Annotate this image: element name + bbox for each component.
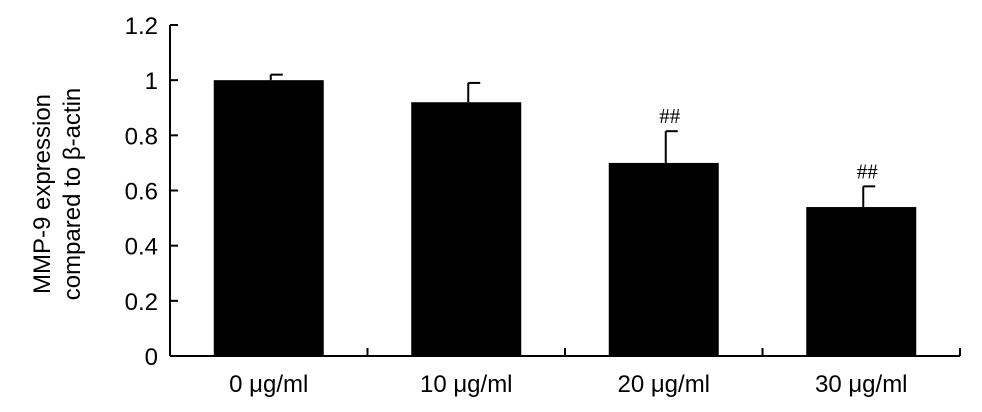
x-tick-label: 20 μg/ml	[617, 371, 710, 398]
y-tick-label: 0	[145, 344, 158, 371]
bars	[213, 80, 917, 357]
x-tick-label: 0 μg/ml	[229, 371, 308, 398]
significance-annotations: ## ##	[659, 104, 878, 183]
error-bar	[664, 130, 678, 163]
x-tick-labels: 0 μg/ml 10 μg/ml 20 μg/ml 30 μg/ml	[229, 371, 907, 398]
bar	[806, 207, 917, 356]
y-axis: 0 0.2 0.4 0.6 0.8 1 1.2	[125, 13, 178, 371]
y-tick-label: 1.2	[125, 13, 158, 40]
error-bars	[269, 73, 876, 208]
y-tick-label: 0.6	[125, 179, 158, 206]
bar	[608, 162, 719, 356]
significance-mark: ##	[659, 104, 681, 128]
x-tick-label: 30 μg/ml	[815, 371, 908, 398]
y-tick-label: 0.2	[125, 289, 158, 316]
y-axis-title: MMP-9 expression compared to β-actin	[29, 88, 86, 301]
y-tick-label: 0.8	[125, 123, 158, 150]
y-axis-title-line-2: compared to β-actin	[59, 88, 86, 301]
error-bar	[467, 81, 481, 103]
significance-mark: ##	[857, 159, 879, 183]
bar	[213, 80, 324, 357]
error-bar	[269, 73, 283, 81]
y-tick-label: 0.4	[125, 234, 158, 261]
y-axis-title-line-1: MMP-9 expression	[29, 94, 56, 294]
bar	[411, 102, 522, 356]
y-tick-label: 1	[145, 68, 158, 95]
error-bar	[862, 185, 876, 208]
x-tick-label: 10 μg/ml	[420, 371, 513, 398]
